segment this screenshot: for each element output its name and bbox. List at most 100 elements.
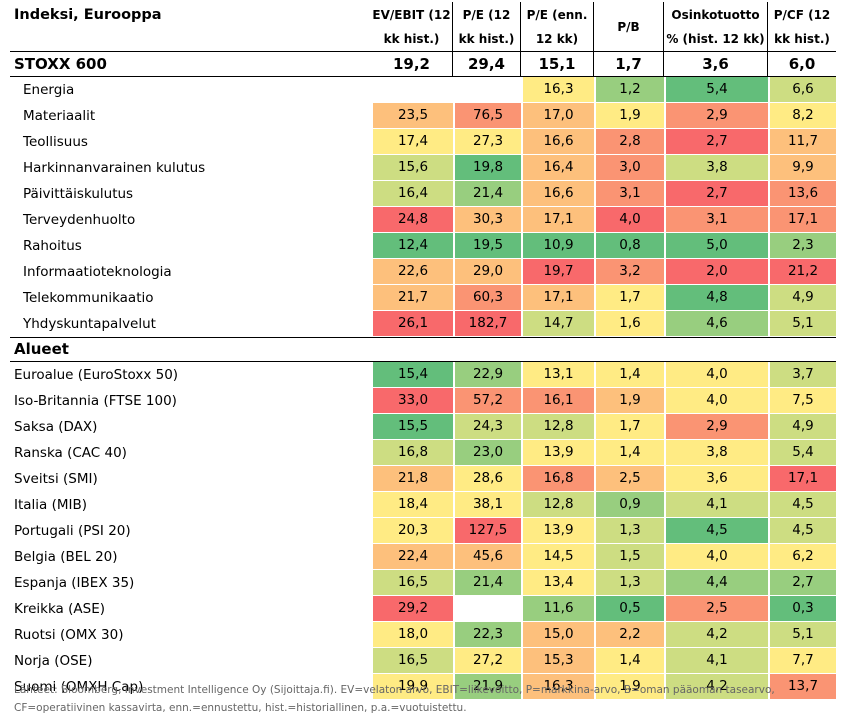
value-cell: 1,3: [594, 518, 664, 544]
value-cell: 21,2: [768, 259, 836, 285]
row-label: Iso-Britannia (FTSE 100): [14, 392, 177, 409]
value-cell: 4,0: [664, 388, 768, 414]
row-label: Yhdyskuntapalvelut: [23, 315, 156, 332]
value-cell: 18,4: [371, 492, 453, 518]
value-cell: 0,8: [594, 233, 664, 259]
row-label: Portugali (PSI 20): [14, 522, 131, 539]
value-cell: 18,0: [371, 622, 453, 648]
valuation-table-container: Indeksi, Eurooppa EV/EBIT (12 kk hist.) …: [10, 2, 836, 700]
value-cell: 0,5: [594, 596, 664, 622]
total-value: 29,4: [453, 52, 521, 77]
value-cell: 21,9: [453, 674, 521, 700]
value-cell: 4,1: [664, 648, 768, 674]
value-cell: 5,4: [768, 440, 836, 466]
value-cell: 13,1: [521, 362, 594, 388]
value-cell: 3,8: [664, 440, 768, 466]
value-cell: 2,2: [594, 622, 664, 648]
value-cell: 2,9: [664, 414, 768, 440]
value-cell: 16,6: [521, 181, 594, 207]
value-cell: 16,8: [521, 466, 594, 492]
value-cell: 4,4: [664, 570, 768, 596]
value-cell: 16,8: [371, 440, 453, 466]
row-label: Kreikka (ASE): [14, 600, 105, 617]
value-cell: 3,0: [594, 155, 664, 181]
value-cell: 12,8: [521, 492, 594, 518]
value-cell: 3,2: [594, 259, 664, 285]
value-cell: 17,0: [521, 103, 594, 129]
value-cell: 16,1: [521, 388, 594, 414]
region-row: Portugali (PSI 20) 20,3 127,5 13,9 1,3 4,5 4,5: [10, 518, 836, 544]
region-row: Euroalue (EuroStoxx 50) 15,4 22,9 13,1 1,4 4,…: [10, 362, 836, 388]
value-cell: 27,2: [453, 648, 521, 674]
value-cell: 21,7: [371, 285, 453, 311]
value-cell: 1,9: [594, 103, 664, 129]
row-label: Materiaalit: [23, 107, 96, 124]
column-header: P/E (12 kk hist.): [453, 2, 521, 52]
region-row: Kreikka (ASE) 29,2 11,6 0,5 2,5 0,3: [10, 596, 836, 622]
value-cell: 22,9: [453, 362, 521, 388]
value-cell: 22,6: [371, 259, 453, 285]
value-cell: 17,1: [768, 207, 836, 233]
value-cell: 2,0: [664, 259, 768, 285]
value-cell: 28,6: [453, 466, 521, 492]
value-cell: 13,9: [521, 440, 594, 466]
value-cell: 1,4: [594, 440, 664, 466]
value-cell: 3,6: [664, 466, 768, 492]
value-cell: 23,5: [371, 103, 453, 129]
value-cell: 60,3: [453, 285, 521, 311]
value-cell: 182,7: [453, 311, 521, 337]
value-cell: 1,5: [594, 544, 664, 570]
row-label: Ranska (CAC 40): [14, 444, 127, 461]
value-cell: 4,2: [664, 622, 768, 648]
column-header: Osinkotuotto % (hist. 12 kk): [664, 2, 768, 52]
value-cell: 19,7: [521, 259, 594, 285]
value-cell: 11,7: [768, 129, 836, 155]
value-cell: 26,1: [371, 311, 453, 337]
value-cell: 2,8: [594, 129, 664, 155]
total-value: 1,7: [594, 52, 664, 77]
row-label: Terveydenhuolto: [23, 211, 136, 228]
region-row: Belgia (BEL 20) 22,4 45,6 14,5 1,5 4,0 6,2: [10, 544, 836, 570]
value-cell: 2,7: [664, 129, 768, 155]
sector-row: Yhdyskuntapalvelut 26,1 182,7 14,7 1,6 4,6 5,1: [10, 311, 836, 337]
value-cell: 12,8: [521, 414, 594, 440]
column-header: P/CF (12 kk hist.): [768, 2, 836, 52]
value-cell: 13,6: [768, 181, 836, 207]
value-cell: 10,9: [521, 233, 594, 259]
value-cell: [453, 596, 521, 622]
value-cell: 16,5: [371, 570, 453, 596]
row-label: Suomi (OMXH Cap): [14, 678, 144, 695]
value-cell: [453, 77, 521, 103]
section-header-row: Alueet: [10, 337, 836, 362]
value-cell: 12,4: [371, 233, 453, 259]
value-cell: 15,3: [521, 648, 594, 674]
region-row: Suomi (OMXH Cap) 19,9 21,9 16,3 1,9 4,2 13,7: [10, 674, 836, 700]
region-row: Italia (MIB) 18,4 38,1 12,8 0,9 4,1 4,5: [10, 492, 836, 518]
column-header: EV/EBIT (12 kk hist.): [371, 2, 453, 52]
table-body: Indeksi, Eurooppa EV/EBIT (12 kk hist.) …: [10, 2, 836, 700]
value-cell: 45,6: [453, 544, 521, 570]
value-cell: 17,1: [521, 285, 594, 311]
value-cell: 2,3: [768, 233, 836, 259]
value-cell: 1,2: [594, 77, 664, 103]
column-header: P/B: [594, 2, 664, 52]
value-cell: 3,1: [594, 181, 664, 207]
value-cell: 22,3: [453, 622, 521, 648]
region-row: Ruotsi (OMX 30) 18,0 22,3 15,0 2,2 4,2 5,1: [10, 622, 836, 648]
value-cell: 4,5: [664, 518, 768, 544]
total-row-label: STOXX 600: [10, 52, 371, 77]
value-cell: 57,2: [453, 388, 521, 414]
total-value: 15,1: [521, 52, 594, 77]
value-cell: 4,2: [664, 674, 768, 700]
value-cell: 22,4: [371, 544, 453, 570]
sector-row: Rahoitus 12,4 19,5 10,9 0,8 5,0 2,3: [10, 233, 836, 259]
value-cell: 15,0: [521, 622, 594, 648]
header-row: Indeksi, Eurooppa EV/EBIT (12 kk hist.) …: [10, 2, 836, 52]
sector-row: Informaatioteknologia 22,6 29,0 19,7 3,2 2,0 2…: [10, 259, 836, 285]
value-cell: 1,9: [594, 674, 664, 700]
value-cell: [371, 77, 453, 103]
row-label: Päivittäiskulutus: [23, 185, 134, 202]
row-label: Teollisuus: [23, 133, 88, 150]
value-cell: 2,7: [664, 181, 768, 207]
value-cell: 4,0: [594, 207, 664, 233]
